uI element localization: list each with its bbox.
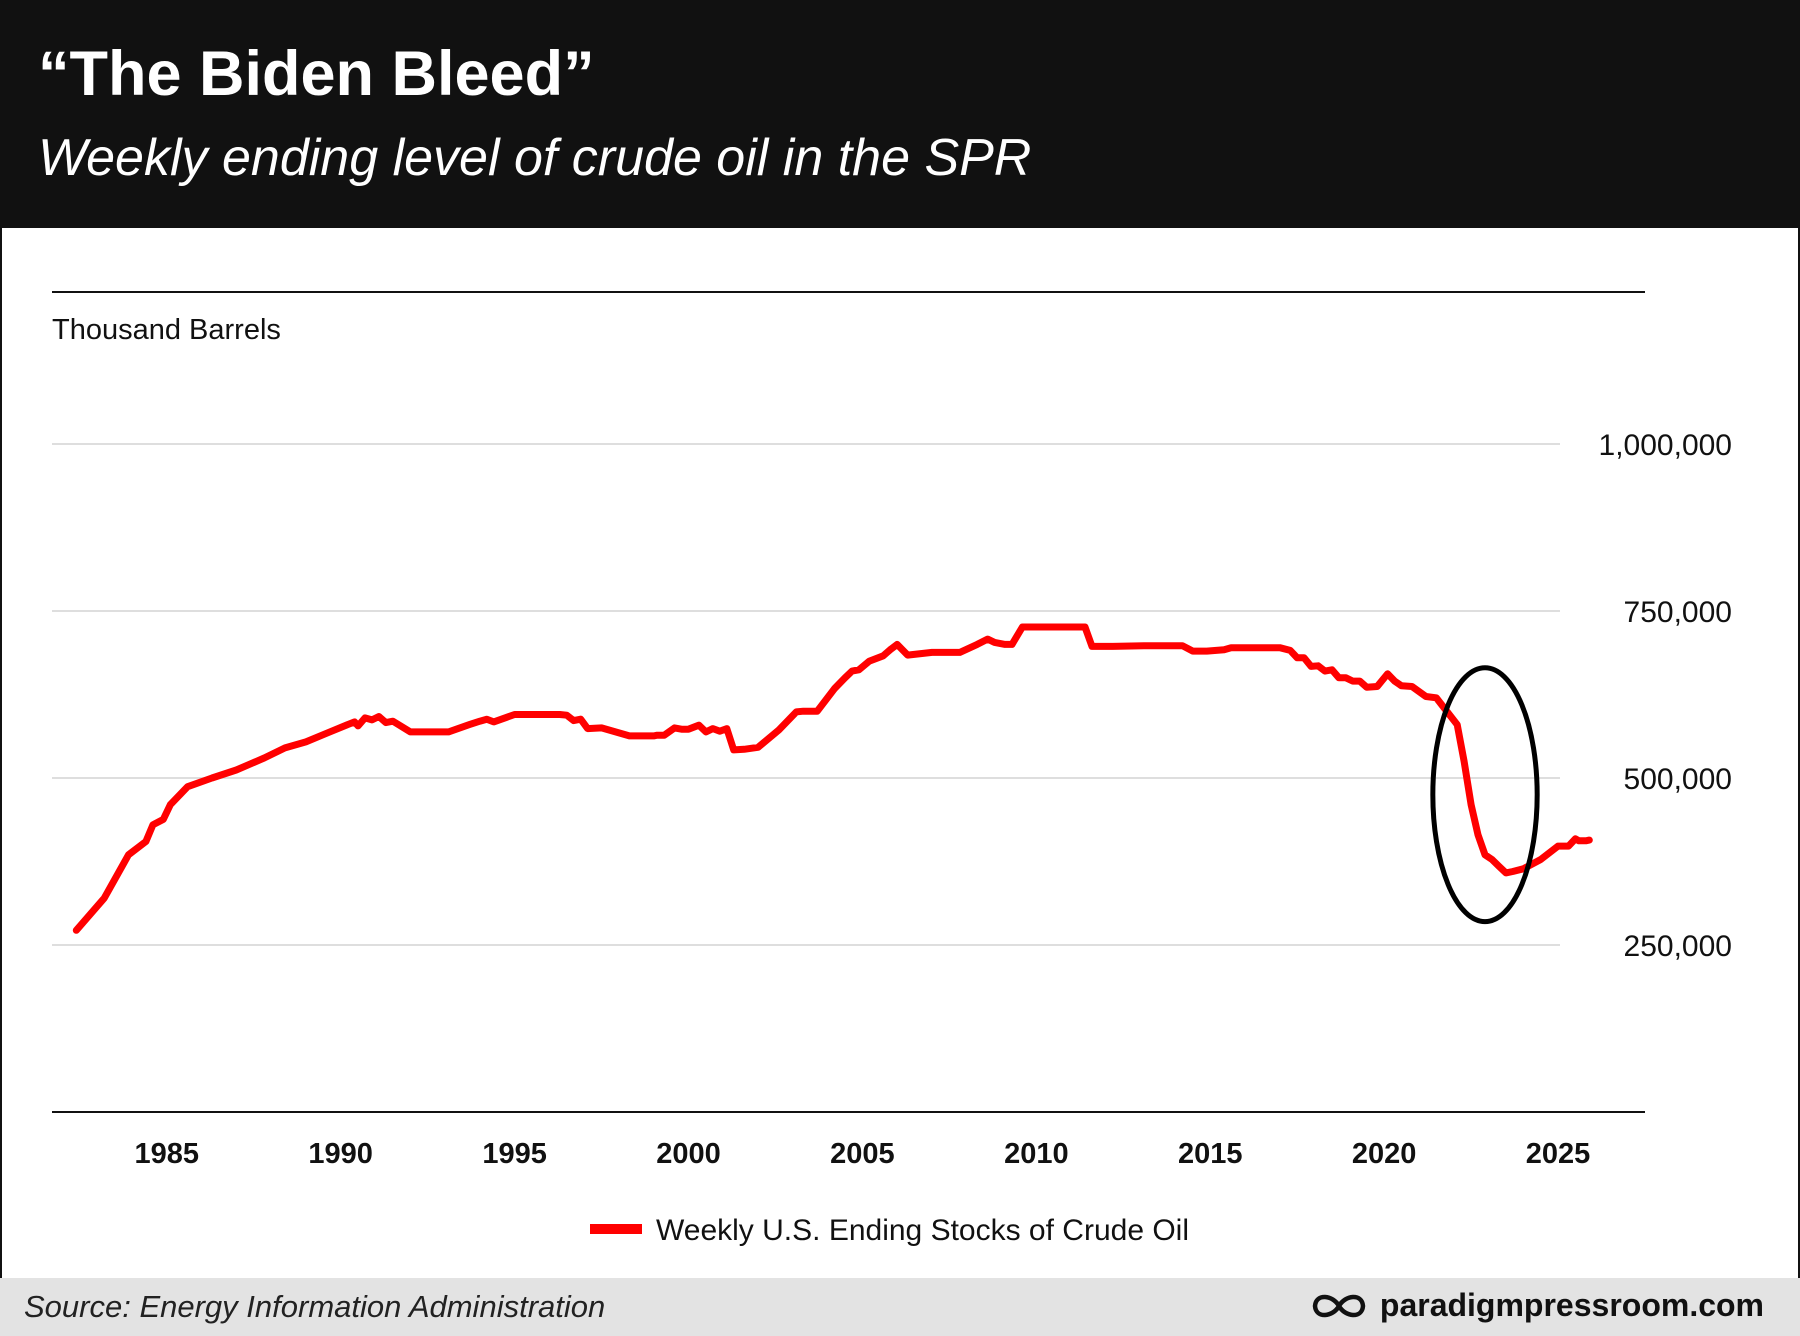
- header-banner: “The Biden Bleed” Weekly ending level of…: [0, 0, 1800, 228]
- source-note: Source: Energy Information Administratio…: [24, 1289, 606, 1324]
- y-tick-label: 1,000,000: [1599, 429, 1732, 462]
- x-tick-labels: 1985 1990 1995 2000 2005 2010 2015 2020 2025: [135, 1138, 1591, 1170]
- x-tick-label: 1990: [308, 1138, 373, 1170]
- chart-area: Thousand Barrels 250,000 500,000 750,000 1,…: [52, 291, 1732, 1247]
- brand: paradigmpressroom.com: [1310, 1287, 1764, 1324]
- series-line-crude-stocks: [72, 623, 1593, 934]
- page-title: “The Biden Bleed”: [38, 39, 595, 109]
- legend-label: Weekly U.S. Ending Stocks of Crude Oil: [656, 1214, 1189, 1247]
- x-tick-label: 2015: [1178, 1138, 1243, 1170]
- brand-url: paradigmpressroom.com: [1379, 1287, 1764, 1323]
- x-tick-label: 2000: [656, 1138, 721, 1170]
- x-tick-label: 2020: [1352, 1138, 1417, 1170]
- x-tick-label: 2025: [1526, 1138, 1591, 1170]
- y-axis-label: Thousand Barrels: [52, 314, 281, 346]
- x-tick-label: 1995: [482, 1138, 547, 1170]
- gridlines: [52, 443, 1560, 946]
- infinity-icon: [1312, 1294, 1366, 1317]
- page-subtitle: Weekly ending level of crude oil in the …: [38, 129, 1032, 187]
- x-tick-label: 2010: [1004, 1138, 1069, 1170]
- legend: Weekly U.S. Ending Stocks of Crude Oil: [590, 1214, 1189, 1247]
- highlight-ellipse: [1430, 665, 1540, 925]
- y-tick-label: 250,000: [1624, 930, 1732, 963]
- x-tick-label: 2005: [830, 1138, 895, 1170]
- x-tick-label: 1985: [135, 1138, 200, 1170]
- y-tick-labels: 250,000 500,000 750,000 1,000,000: [1599, 429, 1732, 963]
- footer-bar: Source: Energy Information Administratio…: [0, 1278, 1800, 1336]
- y-tick-label: 750,000: [1624, 596, 1732, 629]
- y-tick-label: 500,000: [1624, 763, 1732, 796]
